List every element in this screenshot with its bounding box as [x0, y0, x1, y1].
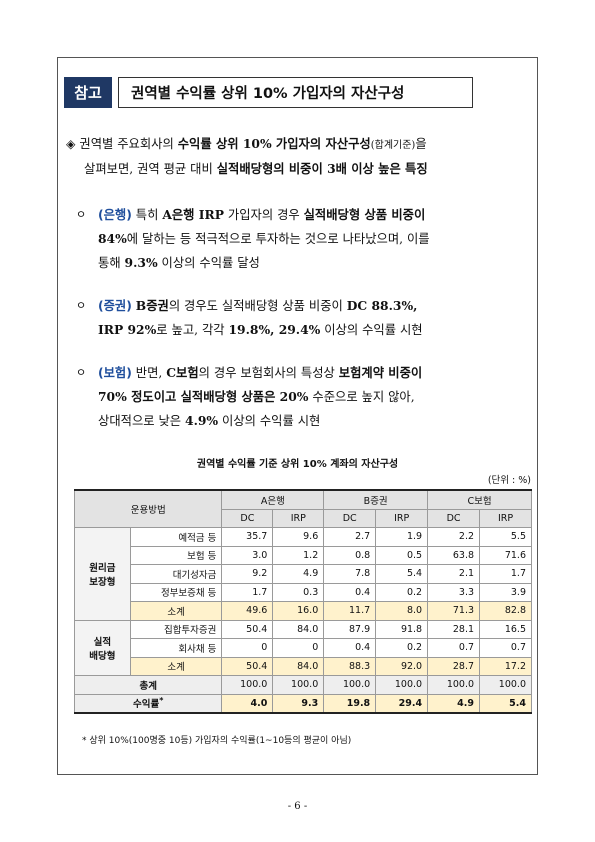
diamond-bullet-icon: ◈: [66, 137, 76, 151]
bullet-securities: ㅇ (증권) B증권의 경우도 실적배당형 상품 비중이 DC 88.3%, I…: [76, 294, 544, 342]
header-col: IRP: [375, 508, 429, 528]
header-col: IRP: [479, 508, 532, 528]
row-label: 회사채 등: [129, 638, 223, 658]
row-label: 집합투자증권: [129, 619, 223, 639]
page-frame: [57, 57, 538, 775]
total-row: 총계 100.0 100.0 100.0 100.0 100.0 100.0: [73, 675, 532, 695]
section-title: 권역별 수익률 상위 10% 가입자의 자산구성: [118, 77, 473, 108]
table-row: 원리금 보장형 예적금 등 35.7 9.6 2.7 1.9 2.2 5.5: [74, 527, 532, 621]
table-row: 회사채 등 0 0 0.4 0.2 0.7 0.7: [75, 638, 532, 658]
table-row: 대기성자금 9.2 4.9 7.8 5.4 2.1 1.7: [75, 564, 532, 584]
bullet-insurance: ㅇ (보험) 반면, C보험의 경우 보험회사의 특성상 보험계약 비중이 70…: [76, 361, 544, 431]
header-col: DC: [427, 508, 481, 528]
circle-bullet-icon: ㅇ: [76, 366, 87, 379]
table-row: 정부보증채 등 1.7 0.3 0.4 0.2 3.3 3.9: [75, 582, 532, 602]
row-label: 대기성자금: [129, 564, 223, 584]
reference-tag: 참고: [64, 77, 112, 108]
intro-paragraph: ◈ 권역별 주요회사의 수익률 상위 10% 가입자의 자산구성(합계기준)을 …: [66, 136, 428, 176]
bullet-bank: ㅇ (은행) 특히 A은행 IRP 가입자의 경우 실적배당형 상품 비중이 8…: [76, 203, 544, 273]
header-col: IRP: [272, 508, 325, 528]
table-row: 실적 배당형 집합투자증권 50.4 84.0 87.9 91.8 28.1 16…: [74, 619, 532, 676]
header-col: DC: [323, 508, 377, 528]
asset-composition-table: 운용방법 A은행 B증권 C보험 DC IRP DC IRP DC IRP 원리…: [73, 489, 532, 714]
section-performance-based: 실적 배당형: [74, 619, 131, 676]
circle-bullet-icon: ㅇ: [76, 208, 87, 221]
circle-bullet-icon: ㅇ: [76, 299, 87, 312]
page-number: - 6 -: [287, 801, 308, 812]
subtotal-row: 소계 50.4 84.0 88.3 92.0 28.7 17.2: [75, 656, 532, 676]
row-label: 보험 등: [129, 545, 223, 565]
row-label: 예적금 등: [129, 527, 223, 547]
subtotal-row: 소계 49.6 16.0 11.7 8.0 71.3 82.8: [75, 601, 532, 621]
yield-row: 수익률* 4.0 9.3 19.8 29.4 4.9 5.4: [73, 693, 532, 714]
table-caption: 권역별 수익률 기준 상위 10% 계좌의 자산구성: [196, 459, 399, 470]
section-header: 참고 권역별 수익률 상위 10% 가입자의 자산구성: [64, 77, 473, 108]
header-col: DC: [221, 508, 274, 528]
section-principal-guaranteed: 원리금 보장형: [74, 527, 131, 621]
header-method: 운용방법: [73, 489, 223, 528]
row-label: 정부보증채 등: [129, 582, 223, 602]
table-unit: (단위 : %): [487, 475, 531, 486]
table-footnote: * 상위 10%(100명중 10등) 가입자의 수익률(1~10등의 평균이 …: [82, 736, 352, 746]
table-row: 보험 등 3.0 1.2 0.8 0.5 63.8 71.6: [75, 545, 532, 565]
header-group-c-insurance: C보험: [427, 489, 532, 510]
header-group-a-bank: A은행: [221, 489, 325, 510]
header-group-b-securities: B증권: [323, 489, 429, 510]
